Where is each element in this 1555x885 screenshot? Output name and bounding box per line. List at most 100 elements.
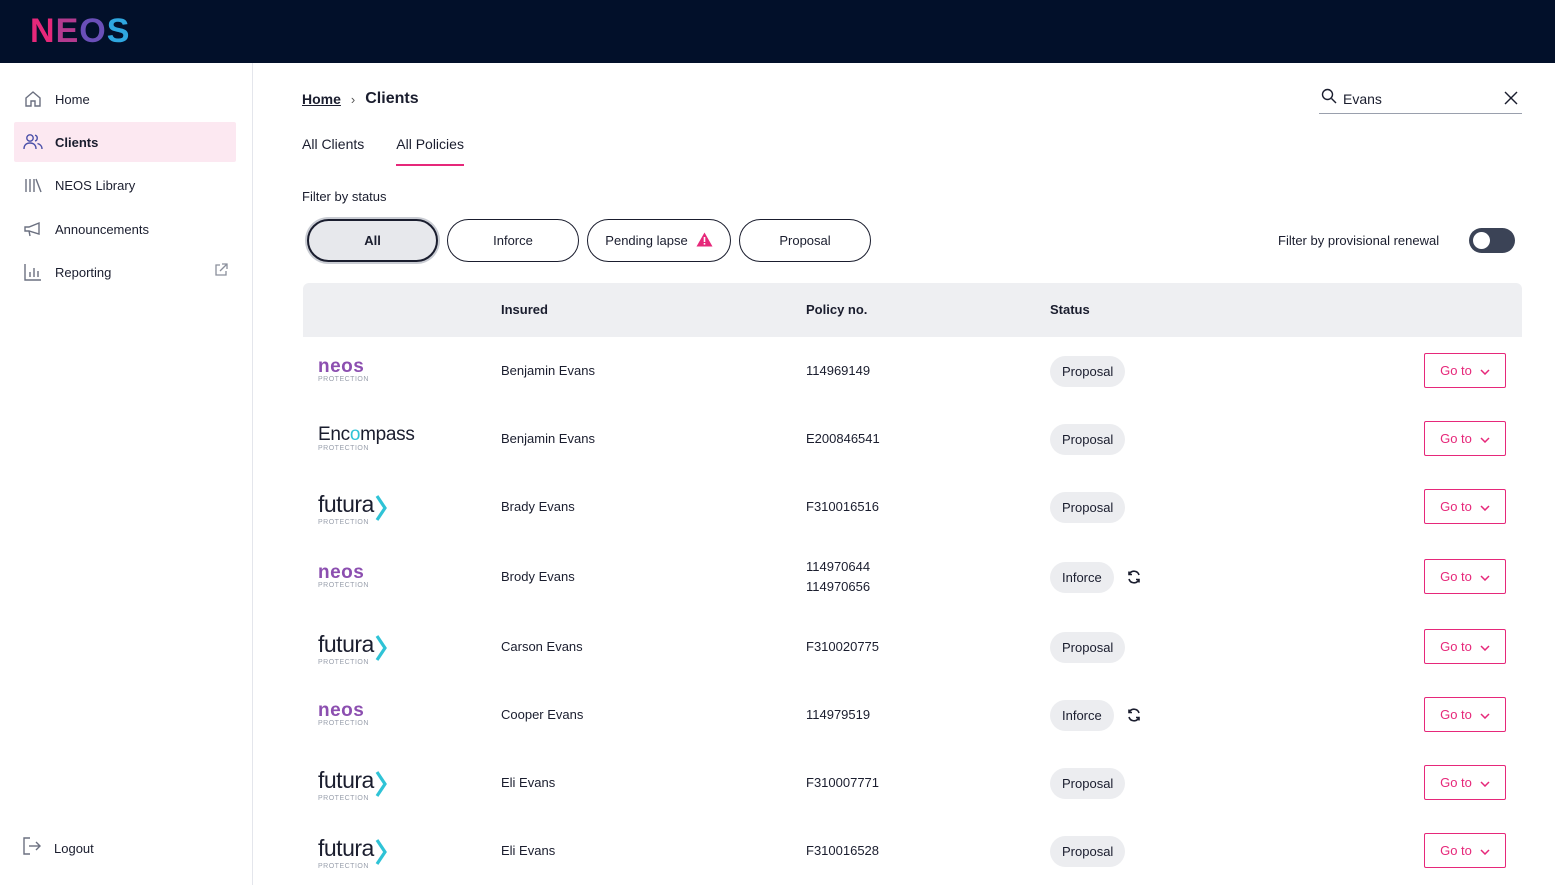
brand-cell: neos PROTECTION	[318, 357, 369, 384]
chip-label: Inforce	[493, 233, 533, 248]
go-to-label: Go to	[1440, 569, 1472, 584]
library-icon	[23, 175, 43, 195]
sidebar-item-label: Announcements	[55, 221, 149, 237]
filter-chip-pending-lapse[interactable]: Pending lapse	[587, 219, 731, 262]
futura-protection-logo: futura PROTECTION	[318, 633, 387, 667]
policy-cell: F310016516	[806, 497, 879, 517]
sidebar-item-neos-library[interactable]: NEOS Library	[14, 165, 236, 205]
go-to-label: Go to	[1440, 499, 1472, 514]
sidebar-item-clients[interactable]: Clients	[14, 122, 236, 162]
brand-sub: PROTECTION	[318, 659, 369, 666]
brand-cell: neos PROTECTION	[318, 701, 369, 728]
insured-name: Carson Evans	[501, 639, 583, 654]
go-to-button[interactable]: Go to	[1424, 697, 1506, 732]
go-to-button[interactable]: Go to	[1424, 833, 1506, 868]
policy-number: E200846541	[806, 431, 880, 446]
futura-arrow-icon	[375, 635, 387, 661]
futura-protection-logo: futura PROTECTION	[318, 769, 387, 803]
status-badge: Proposal	[1050, 356, 1126, 387]
logo-letter: S	[106, 12, 131, 50]
logout-label: Logout	[54, 841, 94, 856]
tab-bar: All Clients All Policies	[302, 136, 496, 166]
brand-name: futura	[318, 631, 374, 657]
filter-chip-proposal[interactable]: Proposal	[739, 219, 871, 262]
status-badge: Inforce	[1050, 562, 1114, 593]
brand-sub: PROTECTION	[318, 720, 369, 727]
go-to-button[interactable]: Go to	[1424, 559, 1506, 594]
brand-name: Encompass	[318, 424, 415, 445]
policy-number: F310016516	[806, 499, 880, 514]
column-header-policy: Policy no.	[806, 302, 868, 317]
table-row: neos PROTECTION Cooper Evans 114979519 Infor…	[303, 681, 1522, 749]
brand-name: neos	[318, 700, 365, 721]
brand-name: futura	[318, 767, 374, 793]
filter-chip-all[interactable]: All	[307, 219, 438, 262]
brand-sub: PROTECTION	[318, 795, 369, 802]
tab-all-policies[interactable]: All Policies	[396, 136, 464, 166]
chevron-down-icon	[1480, 843, 1490, 858]
policy-number: F310016528	[806, 843, 880, 858]
go-to-button[interactable]: Go to	[1424, 489, 1506, 524]
sidebar-item-home[interactable]: Home	[14, 79, 236, 119]
provisional-renewal-icon	[1126, 707, 1142, 728]
search-input[interactable]	[1343, 90, 1493, 107]
logout-button[interactable]: Logout	[22, 837, 94, 860]
sidebar-item-label: NEOS Library	[55, 177, 136, 193]
brand-sub: PROTECTION	[318, 519, 369, 526]
status-badge: Proposal	[1050, 424, 1126, 455]
brand-cell: futura PROTECTION	[318, 493, 387, 527]
home-icon	[23, 89, 43, 109]
insured-name: Eli Evans	[501, 843, 556, 858]
bar-chart-icon	[23, 262, 43, 282]
sidebar-item-announcements[interactable]: Announcements	[14, 209, 236, 249]
warning-icon	[696, 232, 713, 250]
neos-protection-logo: neos PROTECTION	[318, 563, 369, 590]
go-to-button[interactable]: Go to	[1424, 353, 1506, 388]
chip-label: Pending lapse	[605, 233, 688, 248]
status-badge: Proposal	[1050, 836, 1126, 867]
breadcrumb-separator: ›	[350, 91, 356, 107]
breadcrumb-home-link[interactable]: Home	[302, 91, 341, 107]
policy-number: 114970644	[806, 559, 871, 574]
external-link-icon	[214, 263, 228, 282]
logo-letter: O	[79, 12, 107, 50]
megaphone-icon	[23, 219, 43, 239]
filter-chip-inforce[interactable]: Inforce	[447, 219, 579, 262]
provisional-renewal-toggle[interactable]	[1469, 228, 1515, 253]
toggle-knob	[1473, 232, 1490, 249]
sidebar-item-label: Reporting	[55, 264, 112, 280]
brand-cell: futura PROTECTION	[318, 837, 387, 871]
table-row: Encompass PROTECTION Benjamin Evans E200846…	[303, 405, 1522, 473]
futura-protection-logo: futura PROTECTION	[318, 493, 387, 527]
brand-sub: PROTECTION	[318, 445, 369, 452]
policy-cell: F310016528	[806, 841, 879, 861]
policy-cell: F310007771	[806, 773, 879, 793]
logo-letter: E	[55, 12, 80, 50]
sidebar-item-reporting[interactable]: Reporting	[14, 252, 236, 292]
provisional-renewal-icon	[1126, 569, 1142, 590]
policy-number: 114979519	[806, 707, 871, 722]
chevron-down-icon	[1480, 431, 1490, 446]
go-to-button[interactable]: Go to	[1424, 629, 1506, 664]
tab-all-clients[interactable]: All Clients	[302, 136, 365, 152]
search-icon	[1321, 88, 1337, 109]
brand-name: futura	[318, 835, 374, 861]
chip-label: Proposal	[779, 233, 831, 248]
go-to-label: Go to	[1440, 639, 1472, 654]
provisional-renewal-label: Filter by provisional renewal	[1278, 233, 1440, 248]
go-to-button[interactable]: Go to	[1424, 421, 1506, 456]
policy-number: F310020775	[806, 639, 880, 654]
brand-cell: neos PROTECTION	[318, 563, 369, 590]
go-to-button[interactable]: Go to	[1424, 765, 1506, 800]
page-title: Clients	[365, 90, 419, 107]
clear-search-icon[interactable]	[1504, 91, 1518, 110]
brand-name: futura	[318, 491, 374, 517]
chip-label: All	[364, 233, 381, 248]
sidebar-item-label: Home	[55, 91, 90, 107]
table-row: neos PROTECTION Brody Evans 114970644 114970…	[303, 541, 1522, 613]
policy-number: 114970656	[806, 579, 871, 594]
chevron-down-icon	[1480, 363, 1490, 378]
encompass-protection-logo: Encompass PROTECTION	[318, 425, 415, 453]
